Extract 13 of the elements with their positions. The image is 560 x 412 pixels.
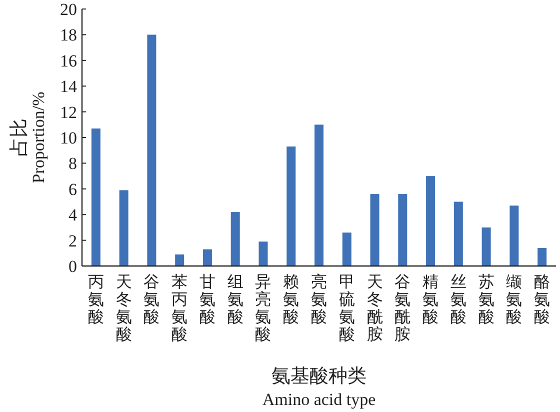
- y-tick-label: 12: [60, 102, 77, 122]
- y-tick-label: 2: [68, 231, 77, 250]
- y-tick-label: 14: [60, 77, 78, 96]
- y-tick-label: 0: [68, 257, 77, 276]
- x-axis-title: 氨基酸种类 Amino acid type: [262, 366, 376, 409]
- y-tick-label: 20: [60, 0, 77, 19]
- y-tick-label: 8: [68, 154, 77, 174]
- y-tick-label: 16: [60, 51, 77, 70]
- y-tick-label: 10: [60, 128, 77, 148]
- y-tick-label: 6: [68, 180, 77, 199]
- y-tick-label: 4: [68, 206, 78, 225]
- y-axis-title: 占比 Proportion/%: [9, 92, 48, 184]
- y-tick-label: 18: [60, 26, 77, 45]
